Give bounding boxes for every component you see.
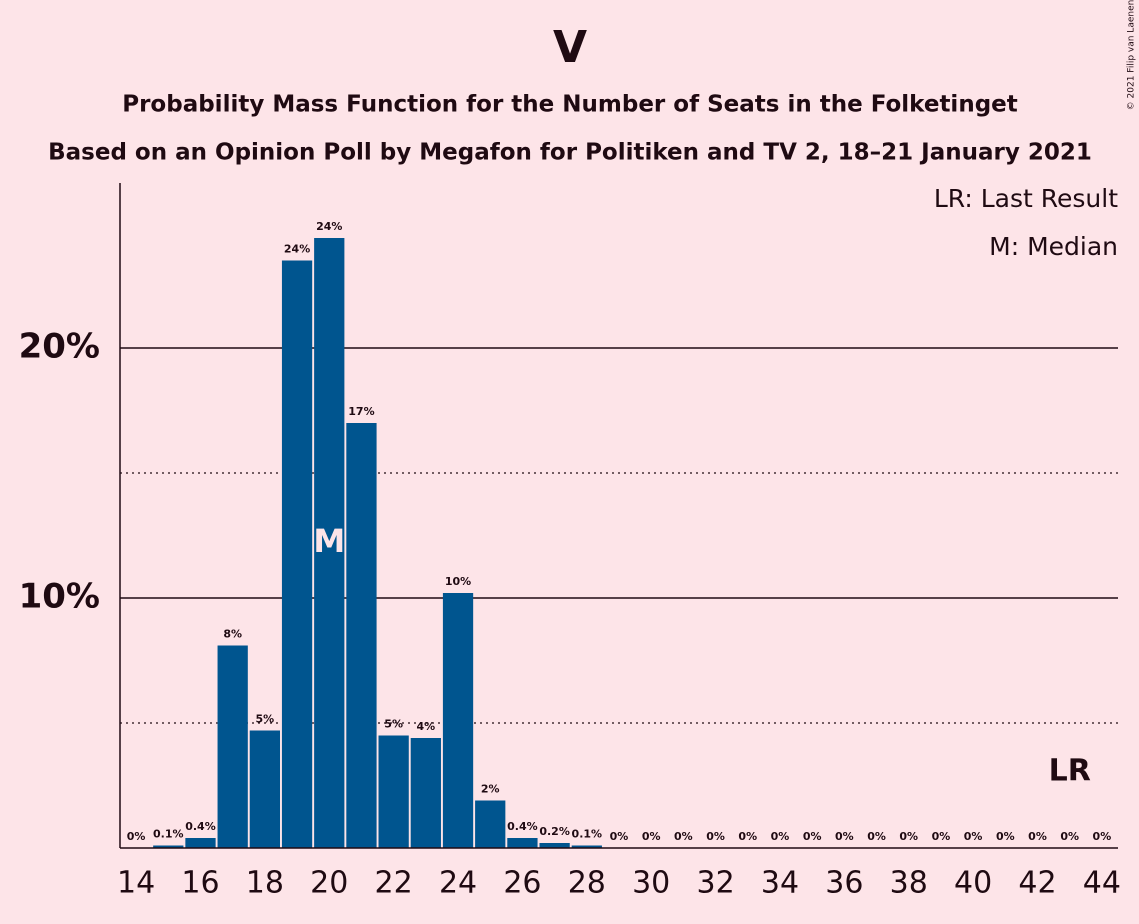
- x-tick-label: 32: [696, 866, 734, 901]
- value-label: 0%: [899, 830, 918, 843]
- value-label: 0.4%: [507, 820, 538, 833]
- value-label: 0%: [610, 830, 629, 843]
- bar: [475, 800, 506, 848]
- x-tick-label: 18: [246, 866, 284, 901]
- copyright: © 2021 Filip van Laenen: [1127, 0, 1137, 110]
- value-label: 0.2%: [539, 825, 570, 838]
- value-label: 5%: [256, 713, 275, 726]
- value-label: 0%: [674, 830, 693, 843]
- bar: [185, 838, 216, 848]
- x-tick-label: 36: [825, 866, 863, 901]
- value-label: 24%: [284, 243, 310, 256]
- bar: [217, 645, 248, 848]
- bar: [346, 423, 377, 848]
- x-tick-label: 38: [890, 866, 928, 901]
- value-label: 0.4%: [185, 820, 216, 833]
- x-tick-label: 26: [503, 866, 541, 901]
- value-label: 0%: [964, 830, 983, 843]
- value-label: 2%: [481, 783, 500, 796]
- value-label: 0%: [803, 830, 822, 843]
- value-label: 17%: [348, 405, 374, 418]
- bar: [281, 260, 313, 848]
- x-tick-label: 20: [310, 866, 348, 901]
- value-label: 0.1%: [153, 828, 184, 841]
- chart-title: V: [553, 22, 587, 73]
- value-label: 0%: [706, 830, 725, 843]
- x-tick-label: 24: [439, 866, 477, 901]
- legend-entry: LR: Last Result: [934, 184, 1118, 213]
- value-label: 0%: [642, 830, 661, 843]
- x-tick-label: 16: [181, 866, 219, 901]
- value-label: 10%: [445, 575, 471, 588]
- value-label: 0%: [771, 830, 790, 843]
- value-label: 0.1%: [572, 828, 603, 841]
- value-label: 0%: [127, 830, 146, 843]
- bar: [153, 845, 184, 848]
- bar: [571, 845, 602, 848]
- x-tick-label: 34: [761, 866, 799, 901]
- bar: [410, 738, 441, 848]
- median-marker: M: [313, 522, 345, 560]
- value-label: 0%: [932, 830, 951, 843]
- x-tick-label: 42: [1018, 866, 1056, 901]
- value-label: 4%: [416, 720, 435, 733]
- bar: [378, 735, 409, 848]
- bar: [442, 593, 474, 848]
- last-result-marker: LR: [1049, 754, 1091, 789]
- bar: [249, 730, 281, 848]
- value-label: 0%: [1093, 830, 1112, 843]
- bar: [507, 838, 538, 848]
- chart-subtitle: Based on an Opinion Poll by Megafon for …: [48, 140, 1092, 166]
- value-label: 5%: [384, 718, 403, 731]
- x-tick-label: 22: [375, 866, 413, 901]
- value-label: 0%: [738, 830, 757, 843]
- y-tick-label: 20%: [19, 327, 100, 367]
- legend-entry: M: Median: [989, 232, 1118, 261]
- value-label: 24%: [316, 220, 342, 233]
- bar: [539, 843, 570, 848]
- value-label: 0%: [1028, 830, 1047, 843]
- y-tick-label: 10%: [19, 577, 100, 617]
- x-tick-label: 30: [632, 866, 670, 901]
- value-label: 8%: [223, 628, 242, 641]
- x-tick-label: 28: [568, 866, 606, 901]
- value-label: 0%: [867, 830, 886, 843]
- bar: [314, 238, 345, 848]
- x-tick-label: 14: [117, 866, 155, 901]
- chart-subtitle: Probability Mass Function for the Number…: [122, 92, 1018, 118]
- value-label: 0%: [996, 830, 1015, 843]
- value-label: 0%: [835, 830, 854, 843]
- x-tick-label: 40: [954, 866, 992, 901]
- x-tick-label: 44: [1083, 866, 1121, 901]
- value-label: 0%: [1060, 830, 1079, 843]
